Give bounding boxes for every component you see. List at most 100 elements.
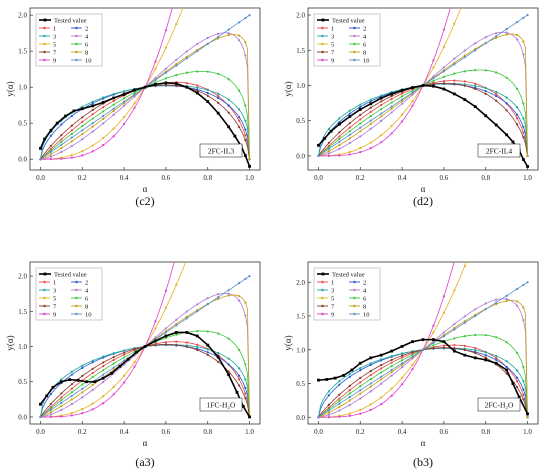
model-point-1 (359, 381, 362, 384)
tested-point (80, 107, 84, 111)
model-point-7 (122, 351, 126, 354)
tested-point (233, 134, 237, 138)
model-point-1 (237, 119, 241, 122)
tested-point (93, 380, 97, 384)
tested-point (400, 344, 404, 348)
model-point-7 (359, 376, 362, 380)
legend-marker-3 (43, 288, 46, 292)
chart-panel-1: 0.0 0.2 0.4 0.6 0.8 1.0 0.0 0.5 1.0 1.5 2.0 α y(α) Te… (5, 7, 261, 208)
model-point-6 (515, 87, 519, 90)
x-tick-label: 0.6 (440, 428, 449, 436)
model-point-5 (432, 66, 435, 69)
model-point-2 (484, 354, 487, 357)
model-point-7 (495, 99, 498, 102)
tested-point (85, 380, 88, 384)
model-point-2 (70, 114, 73, 118)
model-point-2 (369, 100, 372, 103)
legend-label-4: 4 (85, 33, 89, 40)
tested-point (421, 338, 425, 342)
model-point-8 (495, 36, 498, 39)
model-point-4 (505, 31, 508, 34)
model-point-5 (81, 408, 84, 411)
tested-point (39, 402, 42, 406)
model-point-2 (522, 125, 525, 128)
model-point-10 (369, 382, 372, 385)
model-point-7 (60, 392, 63, 395)
legend-label-tested: Tested value (332, 18, 365, 25)
model-point-3 (380, 358, 383, 361)
model-point-7 (227, 111, 230, 114)
model-point-4 (237, 299, 241, 302)
model-point-5 (207, 198, 209, 200)
model-point-2 (338, 383, 341, 386)
tested-point (442, 340, 446, 344)
tested-point (143, 345, 147, 348)
legend-marker-9 (321, 312, 324, 316)
chart-panel-3: 0.0 0.2 0.4 0.6 0.8 1.0 0.0 0.5 1.0 1.5 2.0 α y(α) Te… (5, 198, 261, 469)
model-point-9 (70, 156, 73, 159)
model-point-6 (244, 363, 247, 366)
tested-point (358, 361, 362, 365)
model-point-8 (495, 303, 498, 306)
model-point-6 (369, 378, 372, 381)
model-point-7 (515, 123, 519, 126)
model-point-6 (400, 359, 404, 362)
model-point-3 (237, 367, 241, 370)
legend-label-5: 5 (331, 41, 334, 48)
model-point-5 (442, 311, 446, 314)
tested-point (484, 358, 488, 362)
model-point-5 (411, 100, 414, 103)
model-point-10 (400, 362, 404, 365)
model-point-8 (248, 158, 251, 161)
legend-marker-tested (321, 18, 325, 22)
model-point-7 (112, 356, 115, 359)
y-tick-label: 2.0 (296, 12, 305, 20)
model-point-1 (338, 135, 341, 138)
legend-marker-8 (75, 304, 78, 308)
model-point-6 (411, 89, 414, 92)
model-point-9 (348, 414, 351, 417)
model-point-5 (390, 387, 393, 390)
model-point-2 (505, 365, 508, 368)
model-point-5 (186, 258, 188, 260)
legend-marker-7 (321, 304, 324, 308)
model-point-2 (359, 105, 362, 108)
x-tick-label: 0.8 (203, 174, 212, 182)
model-point-6 (442, 75, 446, 78)
model-point-8 (60, 405, 63, 408)
tested-point (463, 98, 467, 101)
model-point-1 (102, 106, 105, 109)
model-point-6 (359, 385, 362, 388)
model-point-7 (400, 354, 404, 357)
model-point-10 (515, 287, 519, 291)
model-point-1 (164, 341, 168, 344)
model-point-3 (122, 90, 126, 93)
model-point-10 (526, 281, 529, 284)
model-point-7 (380, 100, 383, 103)
model-point-7 (49, 402, 53, 406)
model-point-5 (474, 238, 476, 240)
model-point-1 (390, 361, 393, 364)
model-point-6 (338, 138, 341, 141)
model-point-2 (91, 361, 94, 364)
model-point-10 (495, 301, 498, 304)
x-tick-label: 1.0 (245, 428, 254, 436)
model-point-10 (380, 112, 383, 115)
model-point-1 (453, 344, 456, 347)
legend-marker-2 (353, 26, 356, 30)
model-point-7 (244, 397, 247, 400)
model-point-8 (91, 125, 94, 128)
y-axis-label: y(α) (283, 81, 293, 96)
x-tick-label: 0.8 (481, 174, 490, 182)
model-point-1 (60, 396, 63, 399)
sample-annotation: 1FC-H₂O (207, 401, 236, 410)
model-point-10 (206, 303, 209, 306)
model-point-5 (164, 46, 168, 49)
model-point-6 (164, 77, 168, 80)
tested-point (206, 343, 210, 347)
model-point-10 (390, 368, 393, 372)
legend-label-2: 2 (363, 279, 366, 286)
legend-label-9: 9 (53, 311, 56, 318)
x-tick-label: 0.8 (481, 428, 490, 436)
model-point-4 (390, 374, 393, 377)
